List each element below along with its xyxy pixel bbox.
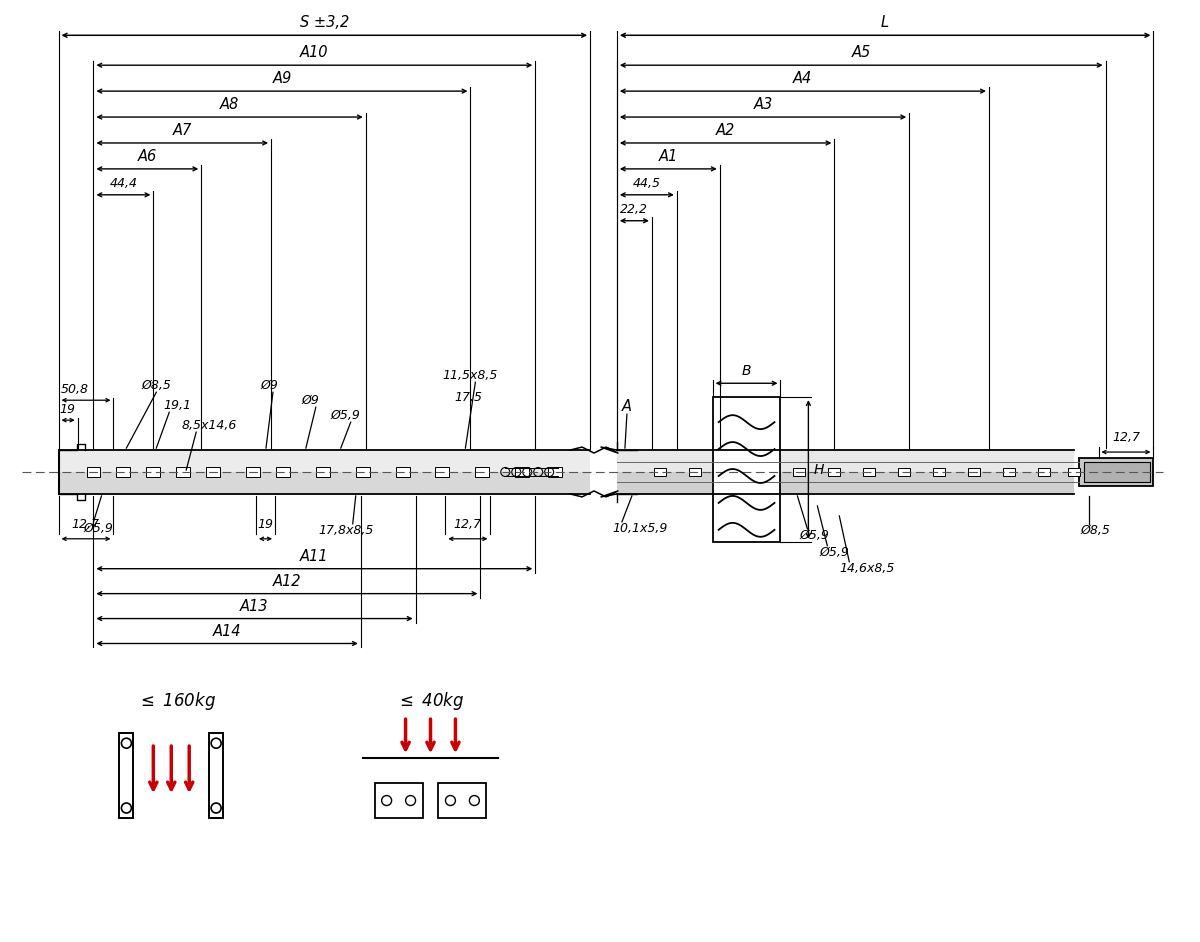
Bar (1003, 468, 1015, 476)
Bar (206, 467, 220, 477)
Text: B: B (742, 365, 751, 379)
Bar (654, 468, 666, 476)
Bar (120, 733, 133, 818)
Bar (86, 467, 101, 477)
Text: Ø9: Ø9 (260, 380, 278, 392)
Bar (1038, 468, 1050, 476)
Bar (713, 398, 780, 542)
Text: 10,1x5,9: 10,1x5,9 (612, 522, 667, 535)
Bar (246, 467, 260, 477)
Text: 44,4: 44,4 (109, 177, 138, 190)
Bar (934, 468, 944, 476)
Bar (316, 467, 330, 477)
Bar (475, 467, 490, 477)
Bar (436, 467, 450, 477)
Text: 50,8: 50,8 (60, 383, 89, 397)
Text: A6: A6 (138, 149, 157, 164)
Bar (176, 467, 191, 477)
Text: 17,5: 17,5 (455, 391, 482, 404)
Text: H: H (814, 463, 823, 477)
Text: A: A (622, 399, 632, 414)
Text: 19: 19 (257, 518, 272, 531)
Bar (355, 467, 370, 477)
Text: Ø8,5: Ø8,5 (1080, 524, 1110, 537)
Text: Ø5,9: Ø5,9 (331, 409, 361, 422)
Text: 11,5x8,5: 11,5x8,5 (443, 369, 498, 382)
Bar (724, 468, 736, 476)
Text: 22,2: 22,2 (620, 203, 648, 216)
Text: Ø9: Ø9 (302, 394, 319, 407)
Text: 17,8x8,5: 17,8x8,5 (318, 524, 373, 537)
Bar (863, 468, 875, 476)
Text: 14,6x8,5: 14,6x8,5 (839, 561, 895, 575)
Text: 12,7: 12,7 (1112, 431, 1140, 444)
Text: 12,7: 12,7 (72, 518, 100, 531)
Bar (617, 450, 1074, 472)
Bar (116, 467, 131, 477)
Text: A11: A11 (300, 549, 329, 563)
Text: A5: A5 (852, 45, 871, 60)
Text: Ø8,5: Ø8,5 (142, 380, 172, 392)
Bar (438, 783, 486, 818)
Bar (396, 467, 409, 477)
Bar (1079, 458, 1153, 486)
Text: Ø5,9: Ø5,9 (799, 528, 829, 542)
Bar (689, 468, 701, 476)
Text: A3: A3 (754, 97, 773, 112)
Text: 12,7: 12,7 (454, 518, 481, 531)
Text: A1: A1 (659, 149, 678, 164)
Text: 19: 19 (60, 403, 76, 416)
Bar (828, 468, 840, 476)
Text: A14: A14 (212, 624, 241, 639)
Bar (374, 783, 422, 818)
Bar (898, 468, 910, 476)
Bar (758, 468, 770, 476)
Text: A12: A12 (272, 574, 301, 589)
Text: 19,1: 19,1 (163, 399, 191, 413)
Text: L: L (881, 15, 889, 30)
Text: 8,5x14,6: 8,5x14,6 (181, 419, 236, 432)
Text: A10: A10 (300, 45, 329, 60)
Text: Ø5,9: Ø5,9 (820, 545, 850, 559)
Bar (1084, 462, 1151, 482)
Bar (515, 467, 529, 477)
Bar (59, 450, 590, 494)
Text: A8: A8 (220, 97, 239, 112)
Text: A9: A9 (272, 72, 292, 86)
Bar (548, 467, 562, 477)
Bar (793, 468, 805, 476)
Text: 44,5: 44,5 (632, 177, 661, 190)
Bar (59, 450, 590, 472)
Text: A13: A13 (240, 598, 269, 613)
Text: A4: A4 (793, 72, 812, 86)
Text: Ø5,9: Ø5,9 (84, 522, 114, 535)
Bar (617, 450, 1074, 494)
Text: $\leq$ 160kg: $\leq$ 160kg (137, 690, 216, 712)
Text: A2: A2 (716, 123, 736, 138)
Bar (968, 468, 980, 476)
Text: A7: A7 (173, 123, 192, 138)
Bar (146, 467, 161, 477)
Text: S ±3,2: S ±3,2 (300, 15, 349, 30)
Bar (209, 733, 223, 818)
Text: $\leq$ 40kg: $\leq$ 40kg (396, 690, 464, 712)
Bar (1068, 468, 1080, 476)
Bar (276, 467, 290, 477)
